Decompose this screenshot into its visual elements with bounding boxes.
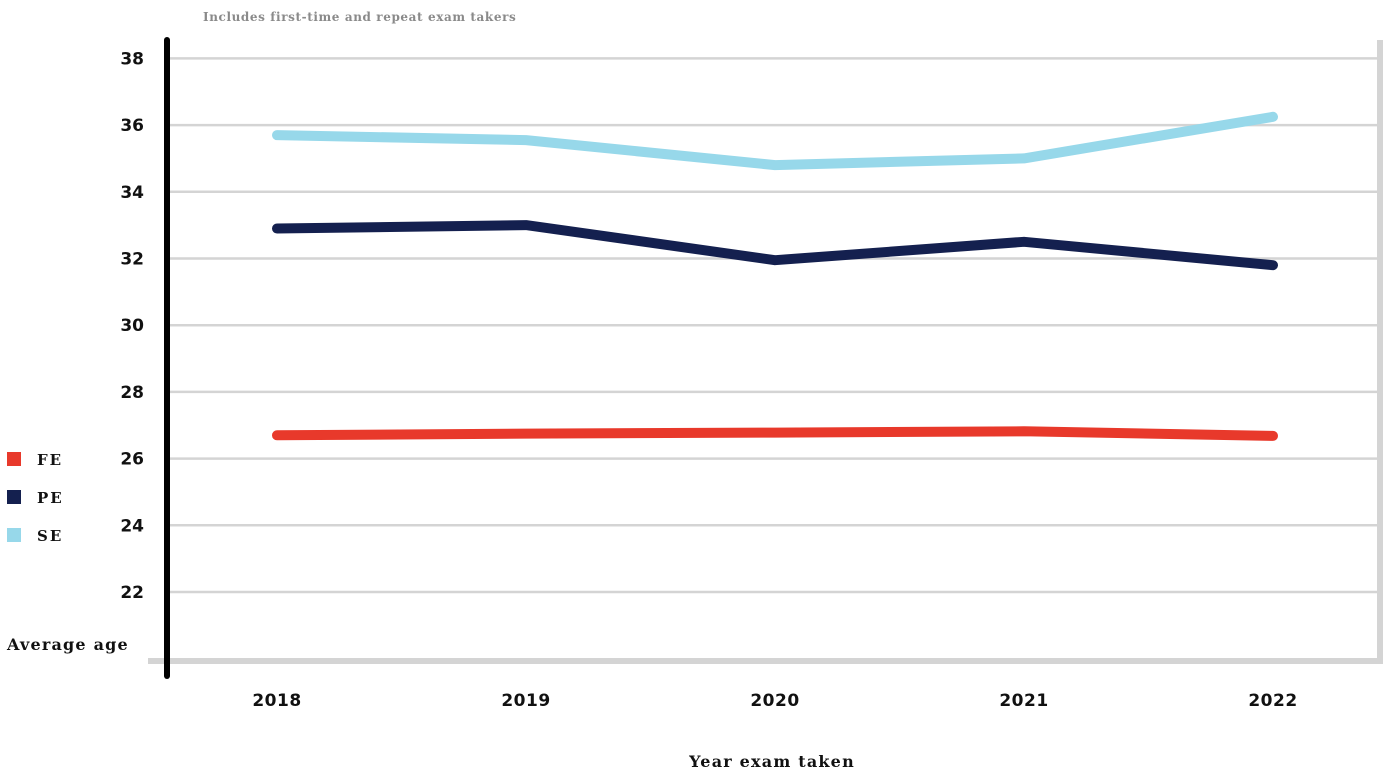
y-axis-ticks: 22 24 26 28 30 32 34 36 38 [120, 49, 144, 603]
x-tick-label: 2019 [501, 691, 550, 711]
x-axis-label: Year exam taken [688, 752, 855, 771]
legend: FE PE SE [7, 451, 64, 545]
x-tick-label: 2018 [252, 691, 301, 711]
y-tick-label: 32 [120, 250, 144, 270]
series-lines [272, 111, 1278, 441]
y-tick-label: 38 [120, 49, 144, 69]
series-line-pe [272, 220, 1278, 271]
y-tick-label: 30 [120, 316, 144, 336]
legend-swatch-pe [7, 490, 21, 504]
x-axis-ticks: 2018 2019 2020 2021 2022 [252, 691, 1297, 711]
legend-label-fe: FE [37, 451, 63, 469]
x-tick-label: 2022 [1248, 691, 1297, 711]
x-tick-label: 2021 [999, 691, 1048, 711]
y-tick-label: 28 [120, 383, 144, 403]
series-line-se [272, 111, 1278, 171]
x-tick-label: 2020 [750, 691, 799, 711]
series-line-fe [272, 426, 1278, 441]
chart-subtitle: Includes first-time and repeat exam take… [203, 10, 516, 24]
y-tick-label: 24 [120, 516, 144, 536]
legend-swatch-fe [7, 452, 21, 466]
legend-swatch-se [7, 528, 21, 542]
y-tick-label: 36 [120, 116, 144, 136]
y-tick-label: 22 [120, 583, 144, 603]
y-tick-label: 34 [120, 183, 144, 203]
legend-label-se: SE [37, 527, 63, 545]
y-axis-label: Average age [6, 635, 129, 654]
legend-label-pe: PE [37, 489, 64, 507]
y-tick-label: 26 [120, 450, 144, 470]
